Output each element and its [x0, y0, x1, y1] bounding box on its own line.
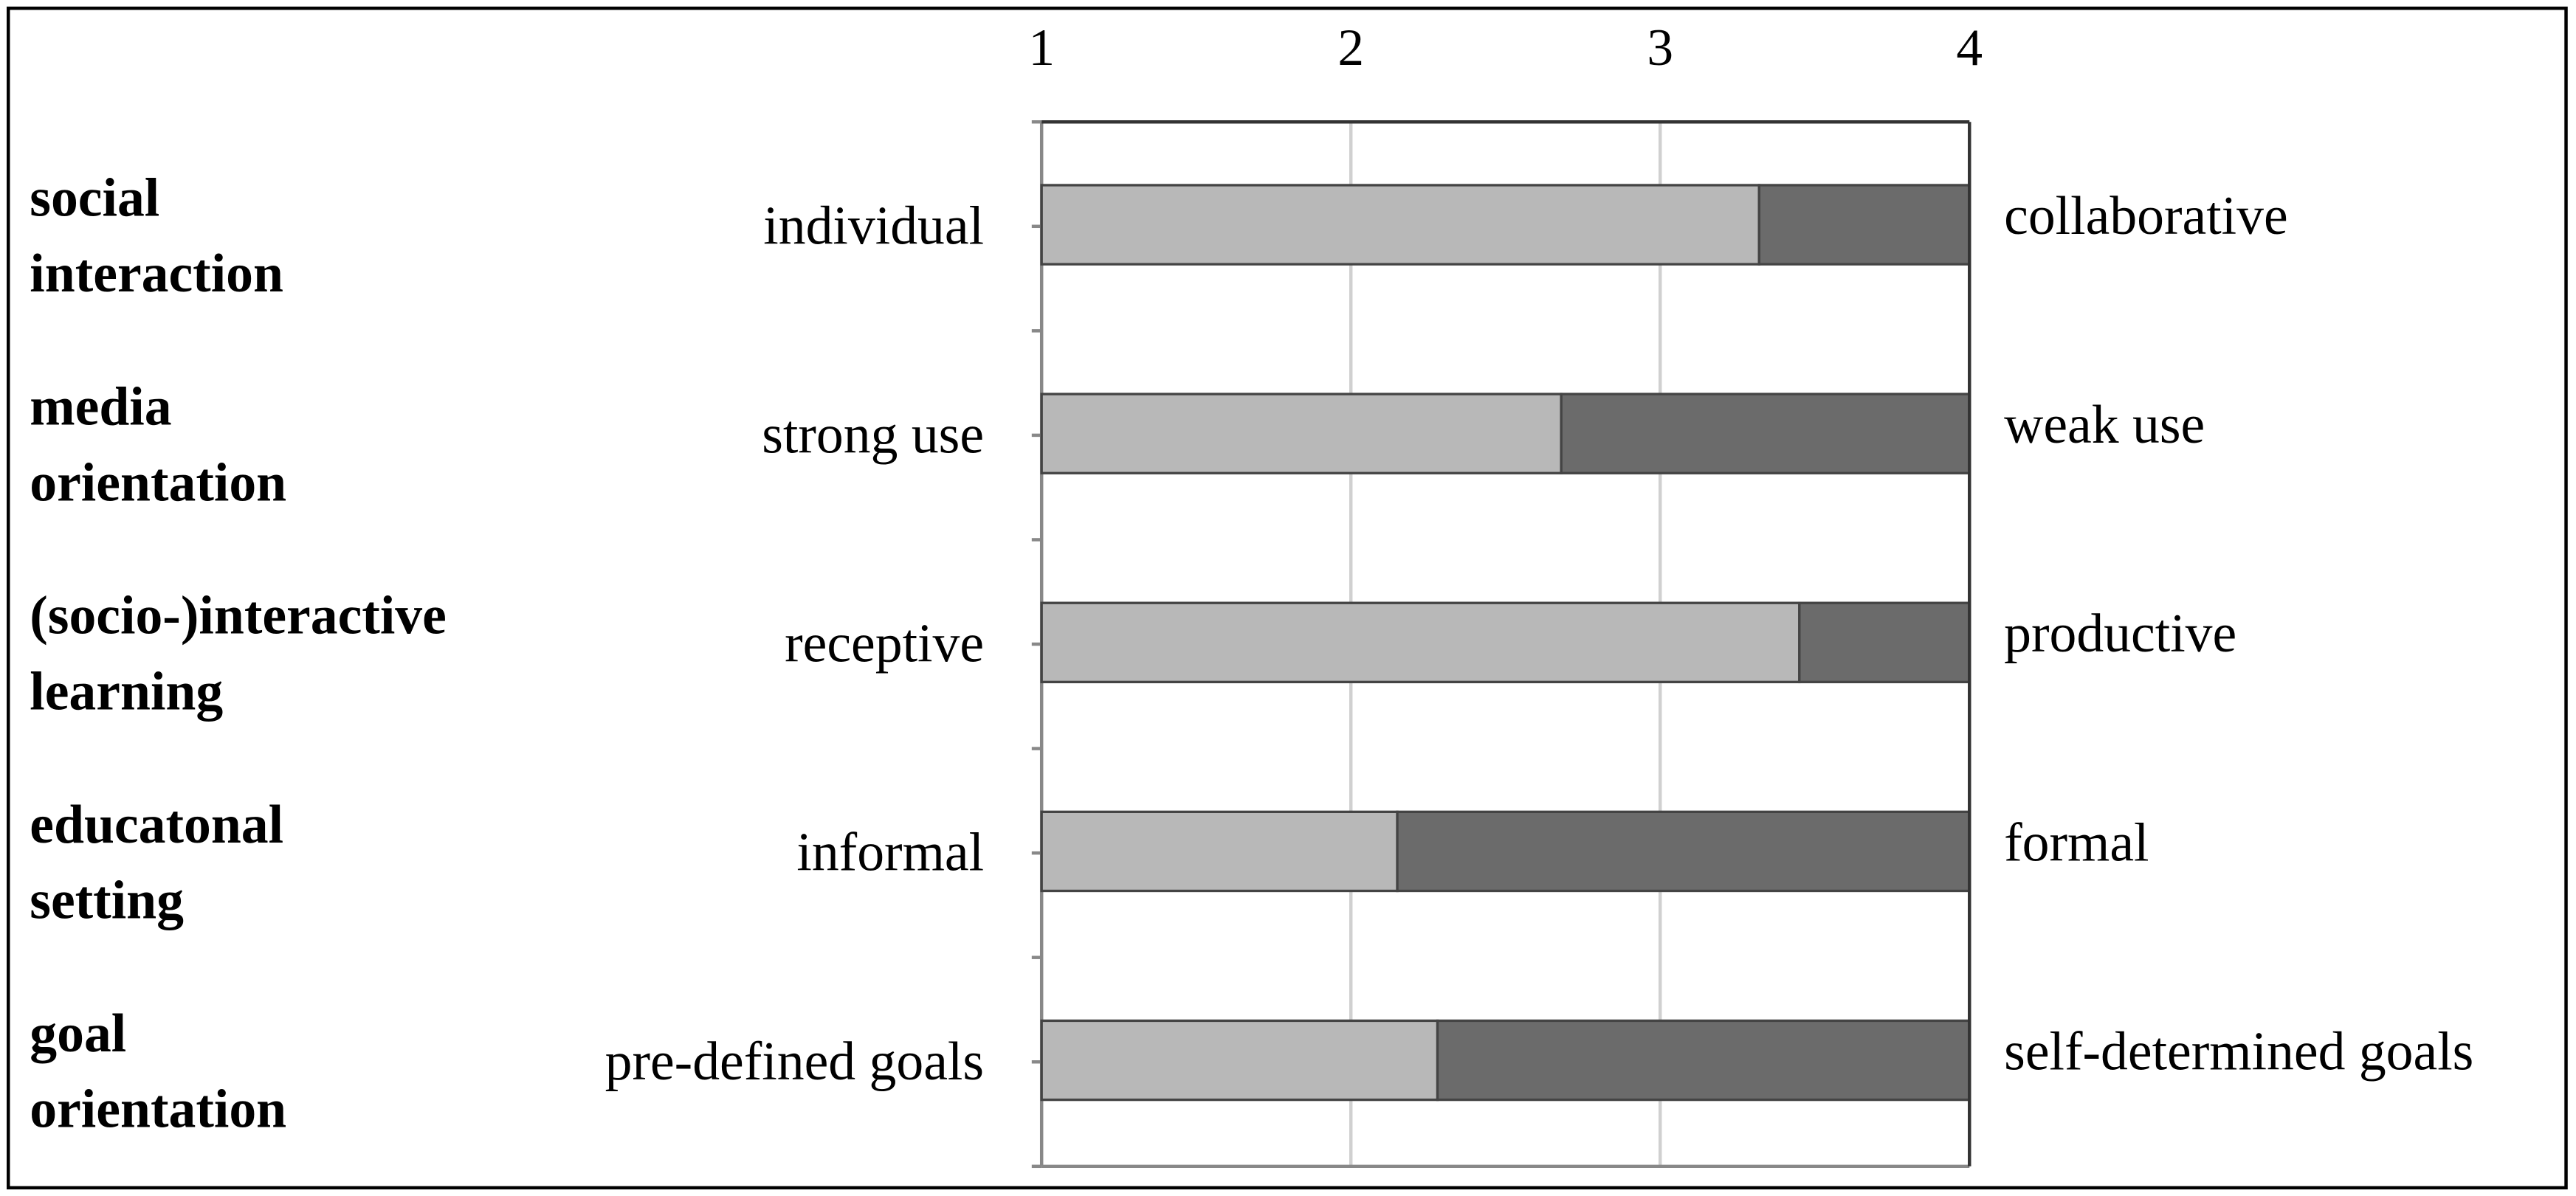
right-pole-label: formal	[2004, 812, 2149, 872]
frame	[7, 6, 2568, 1190]
left-pole-label: individual	[763, 195, 984, 255]
left-pole-label: pre-defined goals	[605, 1031, 984, 1091]
category-label: orientation	[30, 452, 286, 512]
bar-segment	[1040, 393, 1563, 474]
category-label: goal	[30, 1003, 126, 1063]
x-tick-label: 1	[1028, 18, 1055, 77]
category-label: social	[30, 167, 159, 227]
bar-segment	[1757, 184, 1971, 266]
bar-segment	[1798, 601, 1971, 684]
x-tick-label: 4	[1956, 18, 1983, 77]
bar-segment	[1040, 1019, 1439, 1102]
right-pole-label: productive	[2004, 603, 2236, 663]
category-label: (socio-)interactive	[30, 585, 447, 646]
category-label: learning	[30, 660, 223, 721]
left-pole-label: receptive	[785, 613, 984, 674]
bar-segment	[1040, 184, 1760, 266]
right-pole-label: self-determined goals	[2004, 1020, 2473, 1081]
bar-segment	[1396, 810, 1971, 893]
bar-segment	[1560, 393, 1971, 474]
category-label: setting	[30, 869, 184, 930]
category-label: orientation	[30, 1079, 286, 1139]
x-tick-label: 3	[1647, 18, 1673, 77]
category-label: educatonal	[30, 794, 283, 854]
bar-segment	[1436, 1019, 1971, 1102]
x-tick-label: 2	[1337, 18, 1364, 77]
right-pole-label: collaborative	[2004, 185, 2288, 246]
category-label: interaction	[30, 243, 283, 303]
left-pole-label: informal	[796, 822, 984, 882]
left-pole-label: strong use	[762, 404, 984, 465]
category-label: media	[30, 376, 171, 437]
right-pole-label: weak use	[2004, 394, 2205, 454]
bar-segment	[1040, 810, 1399, 893]
bar-segment	[1040, 601, 1801, 684]
